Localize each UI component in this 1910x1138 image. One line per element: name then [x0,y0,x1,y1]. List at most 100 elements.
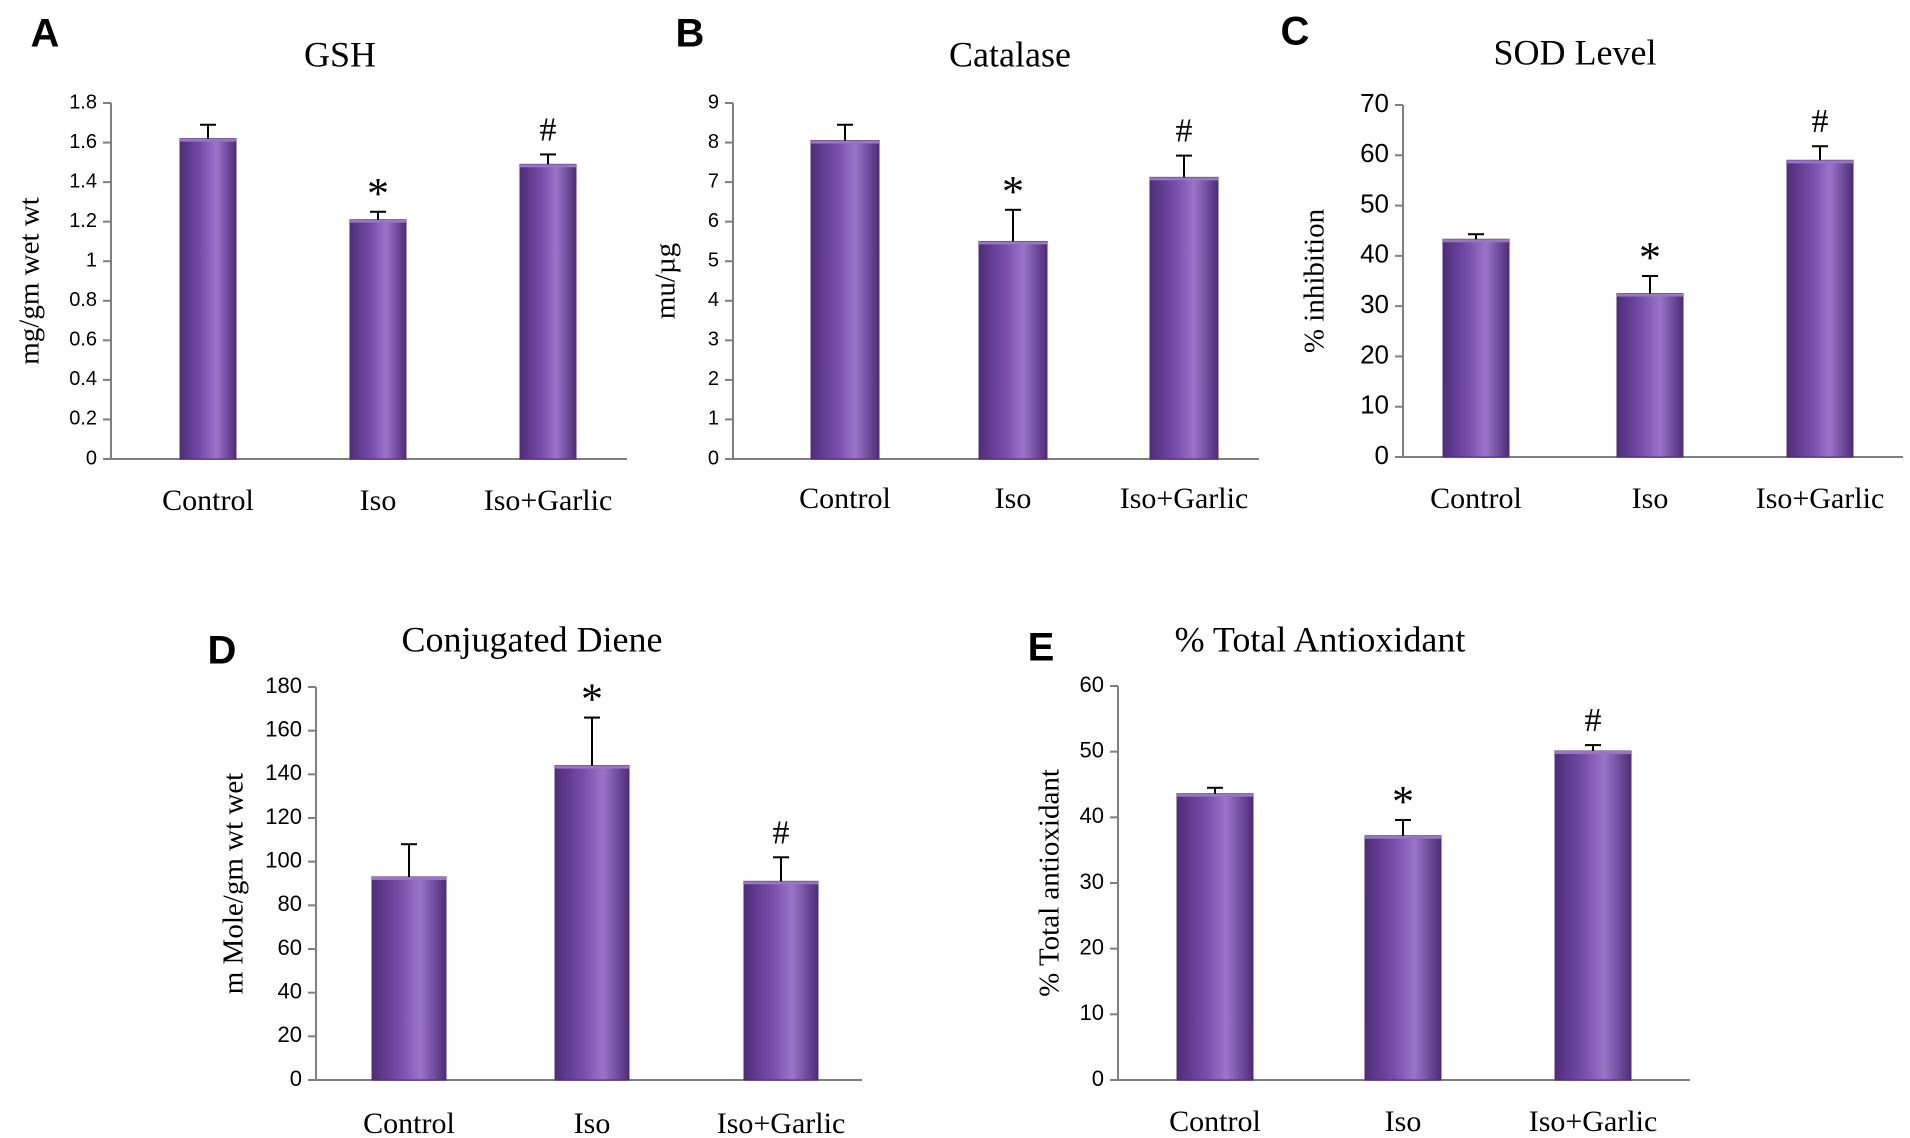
x-tick-label: Iso+Garlic [484,484,613,517]
bar-top-highlight [1365,835,1441,839]
chart-title: Conjugated Diene [402,619,663,659]
y-tick-label: 160 [265,716,302,741]
bar-iso-garlic [1554,750,1632,1081]
bar-top-highlight [520,164,576,168]
panel-letter: A [31,12,60,56]
panel-letter: E [1028,626,1055,670]
y-tick-label: 50 [1080,737,1104,762]
y-tick-label: 30 [1080,869,1104,894]
y-tick-label: 60 [278,935,302,960]
y-axis-label: mg/gm wet wt [14,197,46,365]
x-tick-label: Iso+Garlic [1120,482,1249,515]
panel-a: A GSH mg/gm wet wt 0 0.2 0.4 0.6 0.8 1 1.2 1.4 1.6 1… [14,12,627,517]
bar-control [179,138,237,460]
bar-iso [349,219,407,460]
y-tick-label: 0.2 [69,408,97,430]
bar-control [371,876,447,1081]
x-tick-label: Iso+Garlic [1756,482,1885,515]
y-tick-label: 10 [1080,1000,1104,1025]
bar-top-highlight [1177,793,1253,797]
y-tick-label: 9 [708,91,719,113]
bar-iso [1364,835,1442,1081]
y-tick-label: 60 [1360,138,1389,168]
y-tick-label: 20 [1360,339,1389,369]
bar-top-highlight [744,881,818,885]
y-tick-label: 20 [278,1022,302,1047]
bar-iso-garlic [1786,159,1854,458]
y-tick-label: 30 [1360,289,1389,319]
x-tick-label: Iso+Garlic [1529,1105,1658,1138]
x-tick-label: Iso+Garlic [717,1107,846,1138]
y-tick-label: 0 [1092,1066,1104,1091]
x-tick-label: Iso [360,484,397,517]
significance-asterisk: * [367,169,389,218]
bar-top-highlight [180,138,236,142]
bar-top-highlight [1443,239,1509,243]
significance-asterisk: * [1392,777,1414,826]
bar-control [810,140,880,460]
panel-letter: B [676,12,705,56]
bar-top-highlight [350,219,406,223]
x-tick-label: Control [363,1107,455,1138]
panel-c: C SOD Level % inhibition 0 10 20 30 40 50 60 70 Con… [1281,10,1903,515]
chart-title: Catalase [949,34,1071,74]
panel-e: E % Total Antioxidant % Total antioxidant 0… [1028,619,1690,1138]
y-tick-label: 0.6 [69,329,97,351]
y-tick-label: 20 [1080,934,1104,959]
y-tick-label: 0 [290,1066,302,1091]
bar-top-highlight [811,140,879,144]
y-tick-label: 0 [86,447,97,469]
y-tick-label: 120 [265,804,302,829]
y-tick-label: 40 [1080,803,1104,828]
y-tick-label: 100 [265,847,302,872]
bar-top-highlight [1555,751,1631,755]
y-tick-label: 4 [708,289,719,311]
y-tick-label: 140 [265,760,302,785]
significance-hash: # [1176,113,1193,150]
chart-title: SOD Level [1494,32,1657,72]
x-tick-label: Control [162,484,254,517]
y-axis-label: % inhibition [1299,208,1331,353]
bar-top-highlight [555,765,629,769]
y-tick-label: 10 [1360,390,1389,420]
y-tick-label: 1.6 [69,131,97,153]
significance-asterisk: * [1002,167,1024,216]
y-tick-label: 2 [708,368,719,390]
y-axis-label: mu/µg [650,243,682,319]
chart-title: % Total Antioxidant [1175,619,1466,659]
bar-top-highlight [372,876,446,880]
significance-hash: # [1812,103,1829,140]
significance-hash: # [1585,702,1602,739]
y-tick-label: 1.8 [69,91,97,113]
y-axis-label: m Mole/gm wt wet [218,773,250,995]
x-tick-label: Control [1430,482,1522,515]
y-tick-label: 8 [708,131,719,153]
y-tick-label: 3 [708,329,719,351]
bar-top-highlight [1617,293,1683,297]
y-tick-label: 60 [1080,672,1104,697]
y-tick-label: 40 [278,978,302,1003]
bar-top-highlight [1150,177,1218,181]
bar-iso [978,240,1048,460]
y-tick-label: 70 [1360,88,1389,118]
y-tick-label: 6 [708,210,719,232]
chart-title: GSH [304,34,376,74]
x-tick-label: Control [799,482,891,515]
panel-letter: C [1281,10,1310,54]
y-tick-label: 0.4 [69,368,97,390]
bar-control [1442,238,1510,458]
significance-asterisk: * [581,675,603,724]
y-tick-label: 1.4 [69,170,97,192]
y-tick-label: 180 [265,673,302,698]
bar-iso [1616,293,1684,458]
y-tick-label: 1 [86,250,97,272]
bar-control [1176,793,1254,1081]
y-tick-label: 1 [708,408,719,430]
y-tick-label: 80 [278,891,302,916]
significance-hash: # [773,814,790,851]
y-tick-label: 0 [1375,440,1389,470]
bar-top-highlight [979,241,1047,245]
x-tick-label: Iso [995,482,1032,515]
x-tick-label: Control [1169,1105,1261,1138]
x-tick-label: Iso [1385,1105,1422,1138]
